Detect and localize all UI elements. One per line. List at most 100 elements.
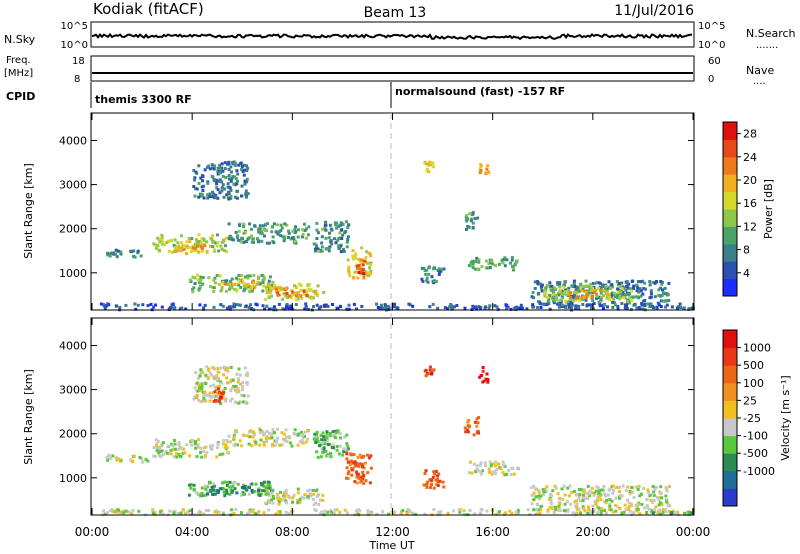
power-cell bbox=[304, 289, 308, 293]
velocity-cell bbox=[667, 510, 671, 513]
velocity-cell bbox=[205, 485, 209, 489]
velocity-cell bbox=[618, 485, 622, 489]
velocity-cell bbox=[212, 484, 216, 488]
power-cell bbox=[307, 225, 311, 229]
velocity-cell bbox=[229, 380, 232, 384]
power-cell bbox=[160, 233, 164, 237]
velocity-cell bbox=[452, 509, 456, 513]
velocity-cell bbox=[317, 502, 321, 506]
velocity-cell bbox=[209, 384, 213, 388]
power-y-tick-label: 4000 bbox=[59, 134, 87, 147]
power-cell bbox=[188, 240, 192, 244]
power-cell bbox=[212, 290, 216, 293]
power-cell bbox=[253, 224, 257, 228]
power-cell bbox=[424, 272, 428, 276]
velocity-cell bbox=[536, 502, 539, 506]
velocity-cell bbox=[581, 505, 585, 509]
power-cell bbox=[488, 304, 492, 308]
power-cell bbox=[659, 294, 662, 298]
velocity-cell bbox=[369, 466, 373, 470]
velocity-cell bbox=[273, 431, 276, 435]
velocity-cell bbox=[323, 509, 327, 513]
velocity-cell bbox=[457, 508, 461, 512]
power-cell bbox=[268, 291, 272, 295]
velocity-cell bbox=[542, 492, 546, 496]
velocity-cell bbox=[217, 387, 220, 391]
power-cell bbox=[296, 291, 300, 294]
power-cell bbox=[194, 246, 198, 250]
velocity-cell bbox=[266, 484, 270, 487]
velocity-cell bbox=[467, 471, 471, 475]
velocity-cell bbox=[587, 505, 590, 509]
velocity-cell bbox=[346, 444, 350, 448]
velocity-cell bbox=[258, 443, 262, 447]
velocity-cell bbox=[155, 442, 159, 446]
velocity-cell bbox=[614, 496, 618, 500]
velocity-cell bbox=[241, 381, 245, 385]
velocity-cell bbox=[296, 501, 300, 505]
power-cell bbox=[287, 307, 291, 310]
power-cell bbox=[200, 185, 204, 189]
power-cell bbox=[620, 302, 624, 305]
power-colorbar-box bbox=[723, 261, 737, 280]
velocity-cell bbox=[188, 454, 191, 458]
velocity-cell bbox=[254, 482, 258, 486]
power-cell bbox=[221, 175, 225, 178]
velocity-cell bbox=[161, 441, 165, 445]
power-cell bbox=[233, 283, 237, 286]
velocity-cell bbox=[432, 486, 436, 490]
velocity-cell bbox=[361, 464, 365, 468]
velocity-cell bbox=[357, 463, 361, 467]
power-cell bbox=[592, 302, 596, 306]
power-cell bbox=[257, 230, 261, 234]
velocity-cell bbox=[338, 432, 342, 435]
power-colorbar-tick-label: 12 bbox=[743, 220, 757, 233]
velocity-cell bbox=[604, 511, 608, 515]
power-cell bbox=[220, 248, 224, 251]
velocity-cell bbox=[321, 498, 325, 502]
velocity-cell bbox=[285, 435, 288, 439]
power-cell bbox=[598, 304, 602, 308]
power-cell bbox=[491, 262, 495, 266]
time-tick-label: 20:00 bbox=[576, 525, 611, 539]
velocity-cell bbox=[222, 487, 226, 491]
velocity-cell bbox=[558, 497, 562, 500]
power-cell bbox=[476, 216, 480, 220]
power-cell bbox=[218, 167, 222, 171]
power-cell bbox=[639, 294, 643, 298]
velocity-cell bbox=[583, 488, 587, 492]
power-cell bbox=[261, 289, 265, 293]
power-cell bbox=[335, 226, 339, 230]
velocity-cell bbox=[265, 489, 269, 492]
power-cell bbox=[639, 280, 643, 284]
velocity-cell bbox=[177, 453, 181, 457]
velocity-cell bbox=[250, 435, 254, 439]
power-cell bbox=[196, 278, 200, 282]
velocity-cell bbox=[328, 434, 332, 438]
velocity-cell bbox=[265, 434, 269, 438]
power-cell bbox=[278, 286, 282, 290]
power-cell bbox=[488, 266, 492, 269]
velocity-cell bbox=[436, 474, 439, 478]
velocity-cell bbox=[498, 510, 501, 514]
velocity-cell bbox=[208, 399, 212, 403]
power-cell bbox=[234, 161, 237, 165]
velocity-cell bbox=[560, 498, 564, 502]
velocity-cell bbox=[276, 427, 280, 431]
power-cell bbox=[288, 294, 292, 298]
velocity-cell bbox=[275, 496, 279, 500]
velocity-cell bbox=[102, 509, 106, 513]
power-cell bbox=[599, 291, 603, 295]
power-cell bbox=[623, 303, 627, 307]
velocity-cell bbox=[648, 507, 652, 511]
power-cell bbox=[255, 282, 259, 286]
velocity-cell bbox=[333, 432, 337, 436]
velocity-cell bbox=[366, 512, 370, 516]
power-cell bbox=[649, 289, 653, 293]
velocity-cell bbox=[296, 433, 300, 437]
power-cell bbox=[136, 303, 140, 307]
velocity-cell bbox=[537, 494, 541, 498]
velocity-colorbar-box bbox=[723, 470, 737, 489]
power-cell bbox=[280, 288, 284, 291]
power-cell bbox=[247, 236, 251, 240]
